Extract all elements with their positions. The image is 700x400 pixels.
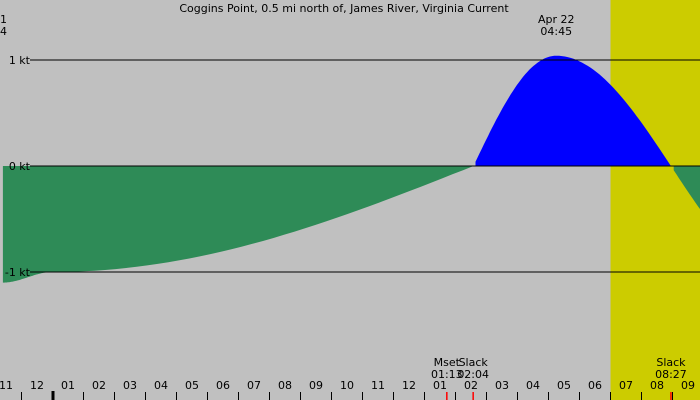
hour-label: 02 xyxy=(92,379,106,392)
flood-area-1 xyxy=(475,55,674,166)
hour-label: 07 xyxy=(619,379,633,392)
hour-label: 04 xyxy=(526,379,540,392)
top-annotation-date: 1 xyxy=(0,13,7,26)
hour-label: 05 xyxy=(185,379,199,392)
daylight-band xyxy=(610,0,700,400)
top-annotation-time: 4 xyxy=(0,25,7,38)
hour-label: 01 xyxy=(433,379,447,392)
hour-label: 09 xyxy=(681,379,695,392)
hour-label: 03 xyxy=(123,379,137,392)
hour-label: 04 xyxy=(154,379,168,392)
hour-ticks xyxy=(21,391,673,400)
bottom-annotation-time: 02:04 xyxy=(457,368,489,381)
y-tick-label: -1 kt xyxy=(5,266,31,279)
bottom-annotation-event: Slack xyxy=(656,356,686,369)
y-tick-label: 1 kt xyxy=(9,54,31,67)
current-areas xyxy=(2,55,700,283)
hour-label: 11 xyxy=(0,379,13,392)
top-annotation-time: 04:45 xyxy=(540,25,572,38)
hour-label: 03 xyxy=(495,379,509,392)
hour-label: 12 xyxy=(30,379,44,392)
ebb-area-2 xyxy=(673,166,700,210)
hour-label: 08 xyxy=(650,379,664,392)
bottom-annotations: Mset01:13Slack02:04Slack08:27Mrise10:33S… xyxy=(431,356,687,381)
y-axis-labels: 1 kt 0 kt -1 kt xyxy=(5,54,31,279)
hour-labels: 11 12 01 02 03 04 05 06 07 08 09 10 11 12 01 02 03 04 05 06… xyxy=(0,379,695,392)
bottom-annotation-event: Mset xyxy=(434,356,461,369)
ebb-area-0 xyxy=(2,166,476,283)
hour-label: 01 xyxy=(61,379,75,392)
hour-label: 08 xyxy=(278,379,292,392)
hour-label: 12 xyxy=(402,379,416,392)
bottom-annotation-time: 08:27 xyxy=(655,368,687,381)
hour-label: 06 xyxy=(216,379,230,392)
bottom-annotation-time: 01:13 xyxy=(431,368,463,381)
y-gridlines xyxy=(30,59,700,273)
chart-title: Coggins Point, 0.5 mi north of, James Ri… xyxy=(179,2,509,15)
hour-label: 06 xyxy=(588,379,602,392)
y-tick-label: 0 kt xyxy=(9,160,31,173)
bottom-annotation-event: Slack xyxy=(459,356,489,369)
midnight-tick xyxy=(51,391,55,400)
hour-label: 09 xyxy=(309,379,323,392)
hour-label: 10 xyxy=(340,379,354,392)
hour-label: 02 xyxy=(464,379,478,392)
hour-label: 05 xyxy=(557,379,571,392)
top-annotation-date: Apr 22 xyxy=(538,13,575,26)
hour-label: 11 xyxy=(371,379,385,392)
hour-label: 07 xyxy=(247,379,261,392)
